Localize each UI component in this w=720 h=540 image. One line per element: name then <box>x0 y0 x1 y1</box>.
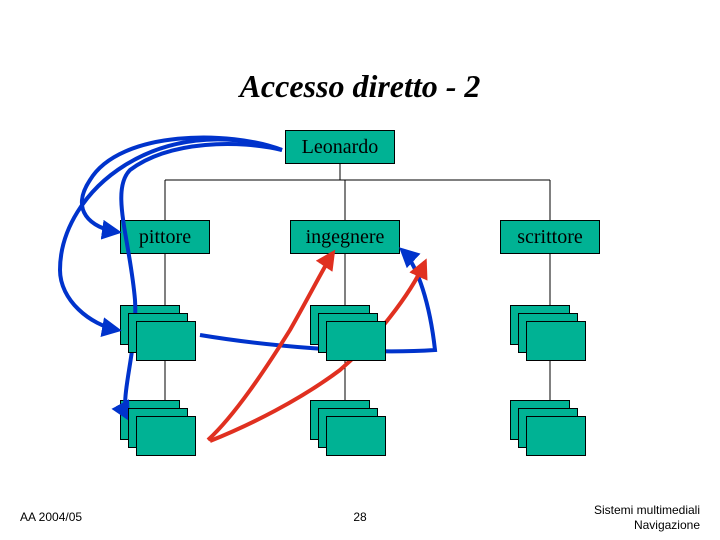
leaf-box <box>526 416 586 456</box>
node-child-ingegnere-label: ingegnere <box>306 226 385 249</box>
leaf-box <box>136 321 196 361</box>
leaf-box <box>526 321 586 361</box>
leaf-box <box>136 416 196 456</box>
footer-right-line2: Navigazione <box>594 518 700 532</box>
node-child-ingegnere: ingegnere <box>290 220 400 254</box>
node-child-pittore-label: pittore <box>139 226 191 249</box>
leaf-box <box>326 416 386 456</box>
node-child-scrittore: scrittore <box>500 220 600 254</box>
slide: Accesso diretto - 2 Leonardo pittore ing… <box>0 0 720 540</box>
node-root-label: Leonardo <box>302 136 379 159</box>
node-child-scrittore-label: scrittore <box>517 226 583 249</box>
footer-right: Sistemi multimediali Navigazione <box>594 503 700 532</box>
node-root: Leonardo <box>285 130 395 164</box>
node-child-pittore: pittore <box>120 220 210 254</box>
slide-title: Accesso diretto - 2 <box>0 68 720 105</box>
footer-right-line1: Sistemi multimediali <box>594 503 700 517</box>
leaf-box <box>326 321 386 361</box>
